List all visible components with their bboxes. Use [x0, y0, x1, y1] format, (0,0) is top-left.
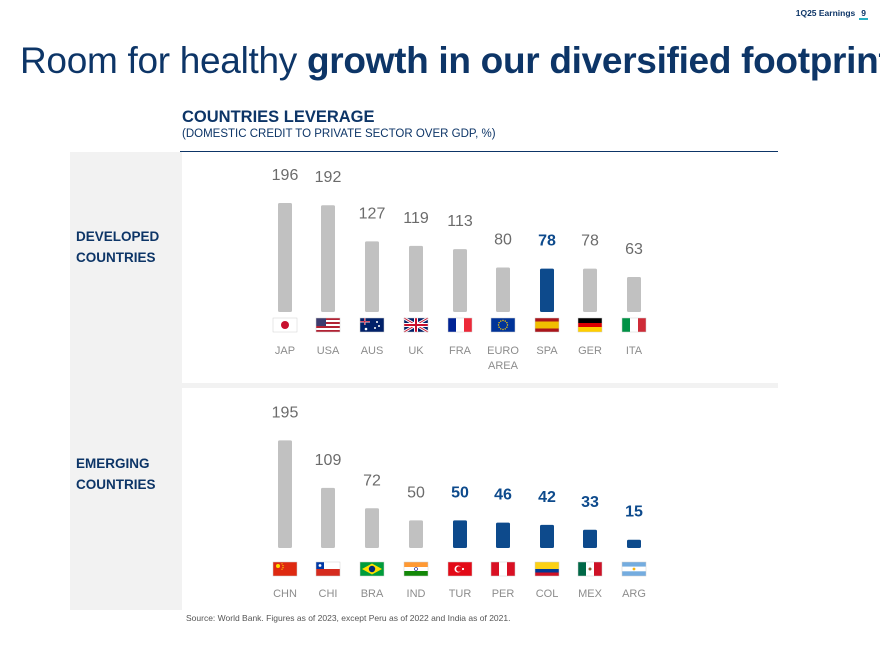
value-label: 119 — [403, 210, 429, 227]
value-label: 15 — [625, 504, 643, 521]
value-label: 42 — [538, 489, 556, 506]
argentina-flag-icon — [621, 561, 647, 577]
value-label: 78 — [538, 233, 556, 250]
emerging-label-line1: EMERGING — [76, 456, 150, 471]
developed-label-line2: COUNTRIES — [76, 250, 156, 265]
category-label: MEX — [578, 588, 603, 600]
bar-bra — [365, 508, 379, 548]
category-label: BRA — [361, 588, 384, 600]
category-label: ARG — [622, 588, 646, 600]
value-label: 80 — [494, 232, 512, 249]
category-label: FRA — [449, 345, 472, 357]
category-label: JAP — [275, 345, 295, 357]
page-title: Room for healthy growth in our diversifi… — [20, 40, 880, 82]
value-label: 50 — [451, 484, 469, 501]
china-flag-icon — [272, 561, 298, 577]
value-label: 196 — [272, 167, 299, 184]
brazil-flag-icon — [359, 561, 385, 577]
emerging-row-label: EMERGING COUNTRIES — [76, 453, 156, 495]
bar-spa — [540, 268, 554, 312]
category-label: PER — [492, 588, 515, 600]
category-label: SPA — [536, 345, 558, 357]
eu-flag-icon — [490, 317, 516, 333]
value-label: 109 — [315, 452, 342, 469]
uk-flag-icon — [403, 316, 429, 334]
bar-fra — [453, 249, 467, 312]
bar-ind — [409, 520, 423, 548]
developed-row-label: DEVELOPED COUNTRIES — [76, 226, 159, 268]
chart-title: COUNTRIES LEVERAGE — [182, 108, 375, 126]
italy-flag-icon — [621, 317, 647, 333]
bar-aus — [365, 241, 379, 312]
mexico-flag-icon — [577, 561, 603, 577]
source-note: Source: World Bank. Figures as of 2023, … — [186, 613, 511, 623]
category-label: CHN — [273, 588, 297, 600]
bar-usa — [321, 205, 335, 312]
title-divider — [180, 151, 778, 152]
category-label: EURO AREA — [487, 345, 519, 372]
bar-chn — [278, 440, 292, 548]
value-label: 127 — [359, 205, 386, 222]
usa-flag-icon — [315, 317, 341, 333]
developed-label-line1: DEVELOPED — [76, 229, 160, 244]
category-label: COL — [536, 588, 559, 600]
emerging-label-line2: COUNTRIES — [76, 477, 156, 492]
value-label: 113 — [447, 213, 473, 230]
category-label: GER — [578, 345, 602, 357]
value-label: 50 — [407, 484, 425, 501]
bar-tur — [453, 520, 467, 548]
colombia-flag-icon — [534, 561, 560, 577]
bar-ger — [583, 268, 597, 312]
page-number: 9 — [859, 8, 868, 20]
category-label: USA — [317, 345, 340, 357]
india-flag-icon — [403, 561, 429, 577]
chart-subtitle: (DOMESTIC CREDIT TO PRIVATE SECTOR OVER … — [182, 128, 496, 140]
turkey-flag-icon — [447, 561, 473, 577]
bar-arg — [627, 539, 641, 548]
value-label: 78 — [581, 233, 599, 250]
bar-mex — [583, 529, 597, 548]
page-header: 1Q25 Earnings 9 — [796, 8, 868, 20]
bar-per — [496, 522, 510, 548]
value-label: 46 — [494, 487, 512, 504]
category-label: TUR — [449, 588, 472, 600]
spain-flag-icon — [534, 317, 560, 333]
value-label: 63 — [625, 241, 643, 258]
category-label: ITA — [626, 345, 643, 357]
bar-chi — [321, 487, 335, 548]
germany-flag-icon — [577, 317, 603, 333]
bar-euro-area — [496, 267, 510, 312]
category-label: UK — [408, 345, 424, 357]
peru-flag-icon — [490, 561, 516, 577]
header-label: 1Q25 Earnings — [795, 8, 856, 18]
category-label: CHI — [319, 588, 338, 600]
category-label: IND — [407, 588, 426, 600]
value-label: 192 — [315, 169, 342, 186]
value-label: 72 — [363, 472, 381, 489]
bar-jap — [278, 203, 292, 312]
australia-flag-icon — [359, 317, 385, 333]
bar-ita — [627, 276, 641, 312]
value-label: 195 — [272, 404, 299, 421]
bar-col — [540, 524, 554, 548]
japan-flag-icon — [272, 317, 298, 333]
bar-uk — [409, 245, 423, 312]
title-bold: growth in our diversified footprint — [306, 40, 880, 81]
category-label: AUS — [361, 345, 384, 357]
chile-flag-icon — [315, 561, 341, 577]
value-label: 33 — [581, 494, 599, 511]
france-flag-icon — [447, 317, 473, 333]
title-regular: Room for healthy — [20, 40, 307, 81]
